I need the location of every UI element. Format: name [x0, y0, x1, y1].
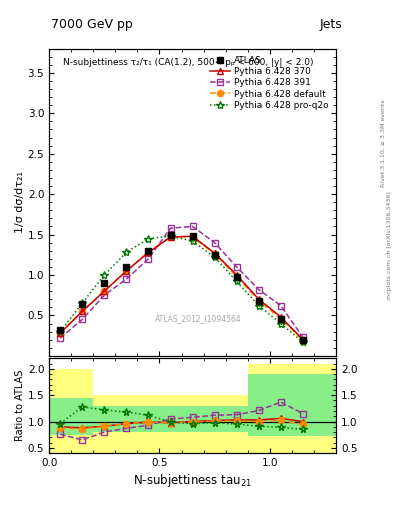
- Pythia 6.428 default: [102, 288, 107, 294]
- Pythia 6.428 pro-q2o: [256, 303, 261, 309]
- Pythia 6.428 pro-q2o: [146, 236, 151, 242]
- Pythia 6.428 default: [58, 330, 62, 336]
- Pythia 6.428 370: [124, 268, 129, 274]
- Line: Pythia 6.428 391: Pythia 6.428 391: [57, 223, 306, 341]
- Pythia 6.428 default: [212, 251, 217, 257]
- Pythia 6.428 370: [146, 249, 151, 255]
- Pythia 6.428 370: [279, 314, 283, 320]
- ATLAS: [190, 233, 195, 239]
- Pythia 6.428 370: [190, 233, 195, 239]
- Pythia 6.428 370: [58, 330, 62, 336]
- Pythia 6.428 391: [58, 335, 62, 341]
- ATLAS: [212, 252, 217, 258]
- Pythia 6.428 391: [146, 256, 151, 262]
- ATLAS: [146, 248, 151, 254]
- Pythia 6.428 391: [102, 292, 107, 298]
- Pythia 6.428 391: [234, 264, 239, 270]
- Text: Jets: Jets: [319, 18, 342, 31]
- Y-axis label: Ratio to ATLAS: Ratio to ATLAS: [15, 370, 25, 441]
- Pythia 6.428 default: [279, 315, 283, 322]
- Pythia 6.428 pro-q2o: [234, 279, 239, 285]
- ATLAS: [102, 280, 107, 286]
- Pythia 6.428 391: [190, 223, 195, 229]
- Pythia 6.428 default: [168, 234, 173, 240]
- Pythia 6.428 pro-q2o: [279, 321, 283, 327]
- ATLAS: [279, 316, 283, 323]
- Legend: ATLAS, Pythia 6.428 370, Pythia 6.428 391, Pythia 6.428 default, Pythia 6.428 pr: ATLAS, Pythia 6.428 370, Pythia 6.428 39…: [207, 53, 332, 113]
- Pythia 6.428 pro-q2o: [124, 249, 129, 255]
- Pythia 6.428 370: [256, 296, 261, 302]
- Pythia 6.428 default: [80, 308, 84, 314]
- Line: Pythia 6.428 pro-q2o: Pythia 6.428 pro-q2o: [56, 232, 307, 346]
- Pythia 6.428 370: [80, 308, 84, 314]
- Pythia 6.428 pro-q2o: [212, 254, 217, 260]
- Pythia 6.428 pro-q2o: [58, 329, 62, 335]
- Pythia 6.428 391: [80, 316, 84, 323]
- Pythia 6.428 default: [234, 273, 239, 280]
- Text: ATLAS_2012_I1094564: ATLAS_2012_I1094564: [155, 314, 242, 324]
- Pythia 6.428 391: [212, 240, 217, 246]
- ATLAS: [80, 301, 84, 307]
- Pythia 6.428 391: [124, 276, 129, 282]
- Pythia 6.428 default: [256, 298, 261, 304]
- Line: Pythia 6.428 370: Pythia 6.428 370: [57, 233, 307, 343]
- Pythia 6.428 pro-q2o: [102, 272, 107, 278]
- ATLAS: [256, 298, 261, 304]
- Pythia 6.428 default: [190, 234, 195, 240]
- Pythia 6.428 391: [256, 287, 261, 293]
- ATLAS: [124, 264, 129, 270]
- Pythia 6.428 391: [168, 225, 173, 231]
- Pythia 6.428 pro-q2o: [190, 238, 195, 244]
- Pythia 6.428 default: [124, 268, 129, 274]
- Text: Rivet 3.1.10, ≥ 3.3M events: Rivet 3.1.10, ≥ 3.3M events: [381, 99, 386, 187]
- Pythia 6.428 370: [168, 234, 173, 240]
- ATLAS: [301, 336, 305, 343]
- ATLAS: [58, 327, 62, 333]
- Pythia 6.428 default: [146, 249, 151, 255]
- Pythia 6.428 pro-q2o: [301, 339, 305, 345]
- Pythia 6.428 370: [234, 272, 239, 278]
- Pythia 6.428 pro-q2o: [168, 233, 173, 239]
- Text: mcplots.cern.ch [arXiv:1306.3436]: mcplots.cern.ch [arXiv:1306.3436]: [387, 191, 391, 300]
- Pythia 6.428 default: [301, 337, 305, 344]
- Pythia 6.428 391: [301, 334, 305, 340]
- Line: Pythia 6.428 default: Pythia 6.428 default: [57, 234, 306, 344]
- Y-axis label: 1/σ dσ/dτ₂₁: 1/σ dσ/dτ₂₁: [15, 171, 25, 233]
- ATLAS: [168, 231, 173, 238]
- Pythia 6.428 370: [102, 288, 107, 294]
- Line: ATLAS: ATLAS: [57, 231, 306, 343]
- ATLAS: [234, 274, 239, 281]
- X-axis label: N-subjettiness tau$_{21}$: N-subjettiness tau$_{21}$: [133, 472, 252, 489]
- Pythia 6.428 pro-q2o: [80, 300, 84, 306]
- Text: N-subjettiness τ₂/τ₁ (CA(1.2), 500< pₚ < 600, |y| < 2.0): N-subjettiness τ₂/τ₁ (CA(1.2), 500< pₚ <…: [64, 58, 314, 67]
- Text: 7000 GeV pp: 7000 GeV pp: [51, 18, 133, 31]
- Pythia 6.428 370: [301, 336, 305, 343]
- Pythia 6.428 370: [212, 250, 217, 256]
- Pythia 6.428 391: [279, 303, 283, 309]
